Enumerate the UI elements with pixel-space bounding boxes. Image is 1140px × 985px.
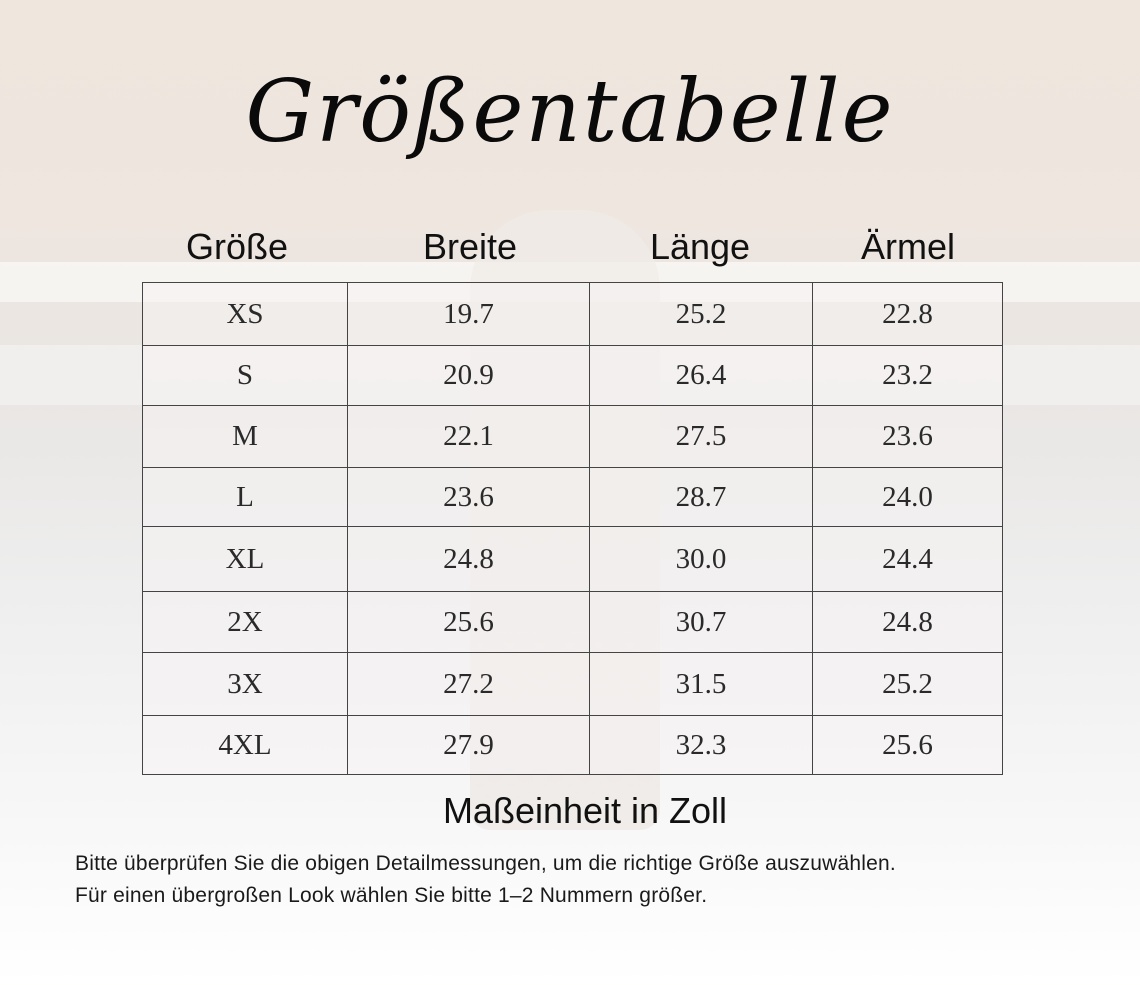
cell-size: 3X xyxy=(142,652,348,716)
cell-width: 22.1 xyxy=(347,405,590,468)
cell-width: 25.6 xyxy=(347,591,590,653)
page-title: Größentabelle xyxy=(245,62,895,162)
cell-width: 24.8 xyxy=(347,526,590,592)
cell-size: M xyxy=(142,405,348,468)
table-row: 4XL 27.9 32.3 25.6 xyxy=(142,715,1003,775)
cell-size: XS xyxy=(142,282,348,346)
cell-length: 30.0 xyxy=(589,526,813,592)
cell-size: L xyxy=(142,467,348,527)
cell-length: 26.4 xyxy=(589,345,813,406)
cell-size: XL xyxy=(142,526,348,592)
cell-sleeve: 24.0 xyxy=(812,467,1003,527)
cell-size: 2X xyxy=(142,591,348,653)
table-row: XL 24.8 30.0 24.4 xyxy=(142,526,1003,592)
cell-length: 27.5 xyxy=(589,405,813,468)
cell-sleeve: 25.2 xyxy=(812,652,1003,716)
cell-sleeve: 25.6 xyxy=(812,715,1003,775)
table-row: L 23.6 28.7 24.0 xyxy=(142,467,1003,527)
table-row: 3X 27.2 31.5 25.2 xyxy=(142,652,1003,716)
unit-label: Maßeinheit in Zoll xyxy=(442,790,728,831)
table-row: S 20.9 26.4 23.2 xyxy=(142,345,1003,406)
cell-length: 28.7 xyxy=(589,467,813,527)
table-row: 2X 25.6 30.7 24.8 xyxy=(142,591,1003,653)
cell-sleeve: 24.8 xyxy=(812,591,1003,653)
cell-length: 31.5 xyxy=(589,652,813,716)
note-line-1: Bitte überprüfen Sie die obigen Detailme… xyxy=(75,852,896,875)
header-width: Breite xyxy=(422,226,518,267)
header-length: Länge xyxy=(649,226,751,267)
cell-sleeve: 23.2 xyxy=(812,345,1003,406)
cell-sleeve: 24.4 xyxy=(812,526,1003,592)
cell-width: 20.9 xyxy=(347,345,590,406)
cell-length: 25.2 xyxy=(589,282,813,346)
cell-sleeve: 23.6 xyxy=(812,405,1003,468)
cell-width: 27.9 xyxy=(347,715,590,775)
table-row: M 22.1 27.5 23.6 xyxy=(142,405,1003,468)
note-line-2: Für einen übergroßen Look wählen Sie bit… xyxy=(75,884,708,907)
cell-width: 23.6 xyxy=(347,467,590,527)
cell-width: 19.7 xyxy=(347,282,590,346)
table-row: XS 19.7 25.2 22.8 xyxy=(142,282,1003,346)
cell-length: 32.3 xyxy=(589,715,813,775)
header-sleeve: Ärmel xyxy=(860,226,955,267)
cell-size: 4XL xyxy=(142,715,348,775)
header-size: Größe xyxy=(185,226,289,267)
cell-size: S xyxy=(142,345,348,406)
cell-length: 30.7 xyxy=(589,591,813,653)
cell-sleeve: 22.8 xyxy=(812,282,1003,346)
cell-width: 27.2 xyxy=(347,652,590,716)
size-table: XS 19.7 25.2 22.8 S 20.9 26.4 23.2 M 22.1 27.5 23.6… xyxy=(142,282,1003,775)
